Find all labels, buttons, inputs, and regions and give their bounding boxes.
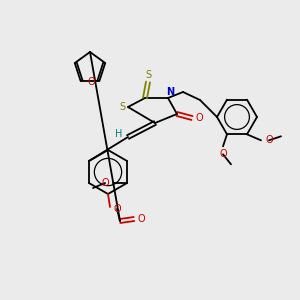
- Text: O: O: [88, 77, 95, 87]
- Text: O: O: [265, 135, 273, 145]
- Text: H: H: [115, 129, 123, 139]
- Text: N: N: [166, 87, 174, 97]
- Text: O: O: [113, 204, 121, 214]
- Text: O: O: [101, 178, 109, 188]
- Text: S: S: [119, 102, 125, 112]
- Text: O: O: [195, 113, 203, 123]
- Text: O: O: [219, 149, 227, 159]
- Text: O: O: [137, 214, 145, 224]
- Text: S: S: [145, 70, 151, 80]
